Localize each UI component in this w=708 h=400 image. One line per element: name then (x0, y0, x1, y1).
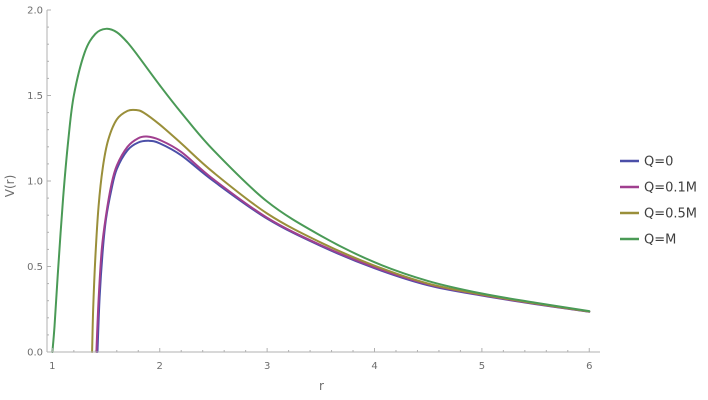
legend-label: Q=0.1M (644, 181, 697, 196)
legend-label: Q=0 (644, 155, 673, 170)
y-tick-label: 1.5 (27, 91, 43, 102)
y-tick-label: 0.0 (27, 348, 43, 359)
x-tick-label: 1 (49, 361, 55, 372)
x-tick-label: 6 (586, 361, 592, 372)
plot-area (51, 27, 591, 353)
x-axis-title: r (319, 379, 324, 393)
x-axis-ticks: 1 2 3 4 5 6 (49, 348, 592, 372)
x-tick-label: 5 (479, 361, 485, 372)
series-line-4 (51, 27, 591, 353)
y-axis-ticks: 0.0 0.5 1.0 1.5 2.0 (27, 6, 51, 359)
series-line-1 (96, 139, 591, 353)
y-tick-label: 0.5 (27, 262, 43, 273)
y-tick-label: 1.0 (27, 177, 43, 188)
series-line-3 (91, 108, 591, 353)
series-line-2 (95, 135, 591, 353)
legend-label: Q=M (644, 233, 676, 248)
legend: Q=0 Q=0.1M Q=0.5M Q=M (620, 155, 697, 248)
x-tick-label: 2 (157, 361, 163, 372)
x-tick-label: 3 (264, 361, 270, 372)
x-tick-label: 4 (371, 361, 377, 372)
y-axis-title: V(r) (3, 175, 17, 198)
legend-label: Q=0.5M (644, 207, 697, 222)
y-tick-label: 2.0 (27, 6, 43, 17)
